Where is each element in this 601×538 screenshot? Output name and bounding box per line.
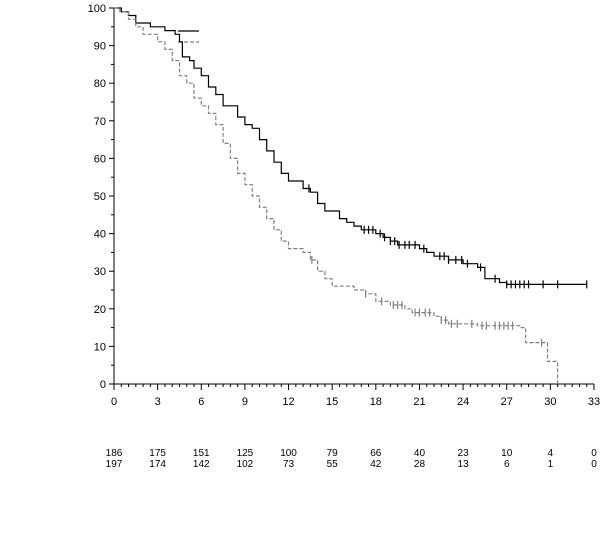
risk-count: 4	[548, 448, 554, 459]
x-tick-label: 15	[326, 396, 338, 408]
risk-count: 142	[193, 459, 210, 470]
y-tick-label: 70	[94, 116, 106, 128]
risk-count: 175	[149, 448, 166, 459]
x-axis-ticks: 0 3 6 9 12 15 18 21 24 27 30 33	[111, 384, 600, 408]
series-line-1	[114, 7, 587, 285]
x-tick-label: 33	[588, 396, 600, 408]
y-tick-label: 30	[94, 266, 106, 278]
risk-count: 79	[327, 448, 339, 459]
y-tick-label: 50	[94, 191, 106, 203]
risk-count: 0	[591, 448, 597, 459]
y-tick-label: 100	[88, 3, 106, 15]
risk-count: 10	[501, 448, 513, 459]
risk-count: 1	[548, 459, 554, 470]
risk-count: 55	[327, 459, 339, 470]
risk-count: 125	[237, 448, 254, 459]
y-tick-label: 0	[100, 379, 106, 391]
x-tick-label: 21	[413, 396, 425, 408]
x-tick-label: 6	[198, 396, 204, 408]
risk-count: 66	[370, 448, 382, 459]
legend	[178, 30, 199, 43]
x-tick-label: 30	[544, 396, 556, 408]
x-tick-label: 0	[111, 396, 117, 408]
risk-count: 42	[370, 459, 382, 470]
risk-count: 151	[193, 448, 210, 459]
risk-count: 0	[591, 459, 597, 470]
risk-count: 197	[106, 459, 123, 470]
risk-count: 28	[414, 459, 426, 470]
risk-count: 13	[458, 459, 470, 470]
risk-count: 186	[106, 448, 123, 459]
x-tick-label: 3	[155, 396, 161, 408]
y-tick-label: 40	[94, 229, 106, 241]
risk-count: 23	[458, 448, 470, 459]
y-axis-ticks: 0 10 20 30 40 50 60 70 80 90 100	[88, 3, 114, 391]
x-tick-label: 12	[282, 396, 294, 408]
series-layer	[114, 7, 588, 384]
x-tick-label: 24	[457, 396, 469, 408]
y-tick-label: 10	[94, 341, 106, 353]
risk-count: 174	[149, 459, 166, 470]
series-line-2	[114, 7, 559, 384]
y-tick-label: 80	[94, 78, 106, 90]
y-tick-label: 20	[94, 304, 106, 316]
y-tick-label: 90	[94, 41, 106, 53]
risk-count: 6	[504, 459, 510, 470]
y-tick-label: 60	[94, 153, 106, 165]
x-tick-label: 9	[242, 396, 248, 408]
risk-count: 40	[414, 448, 426, 459]
risk-count: 102	[237, 459, 254, 470]
x-tick-label: 18	[370, 396, 382, 408]
x-tick-label: 27	[501, 396, 513, 408]
risk-count: 73	[283, 459, 295, 470]
risk-count: 100	[280, 448, 297, 459]
